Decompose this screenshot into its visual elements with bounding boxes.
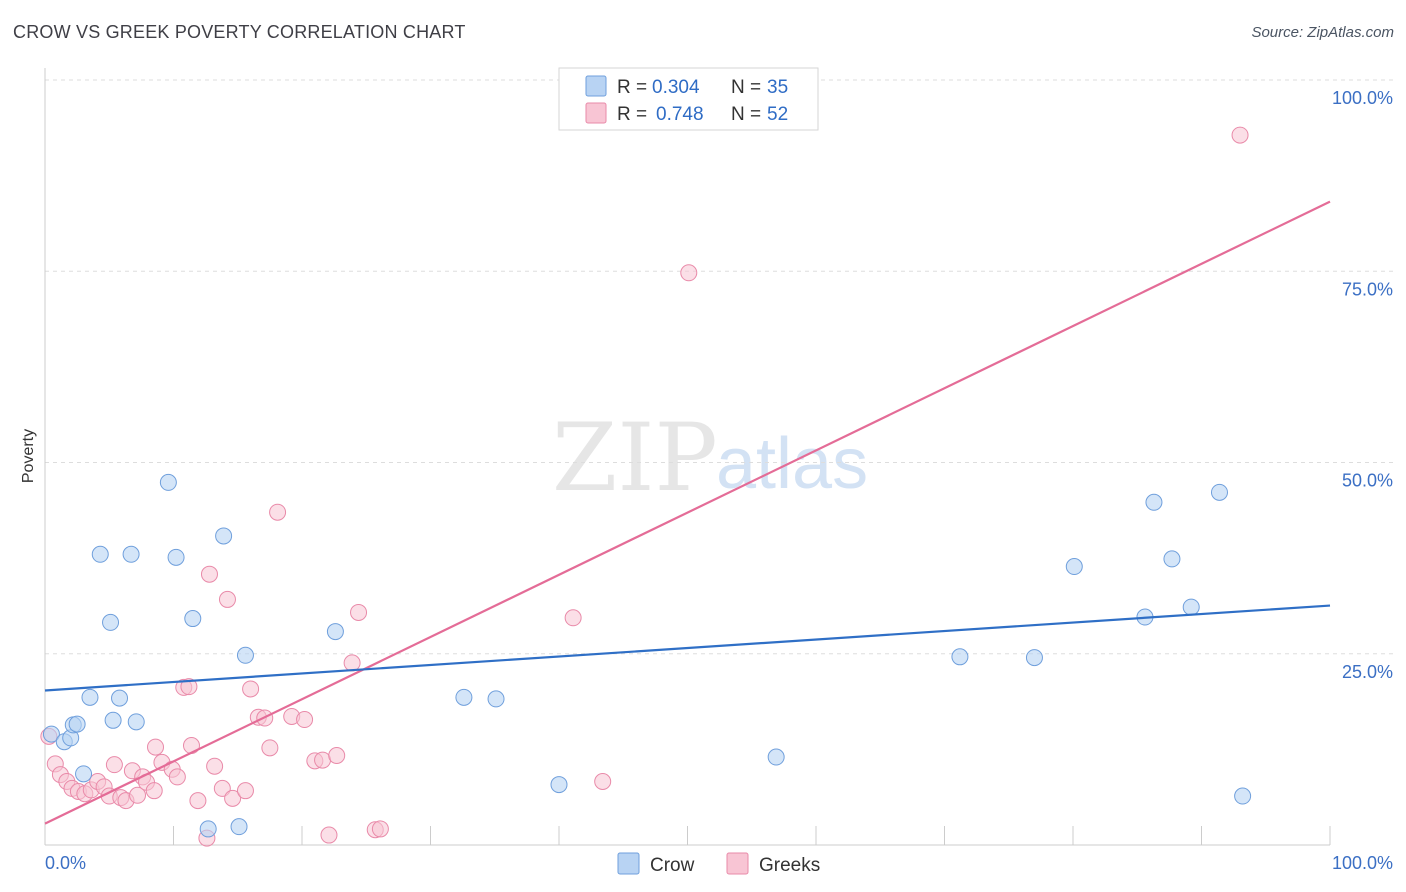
greeks-point — [296, 711, 314, 729]
greeks-point — [189, 792, 207, 810]
legend-swatch-greeks — [585, 102, 607, 124]
crow-point — [127, 713, 145, 731]
grid-lines — [45, 79, 1393, 655]
greeks-point — [564, 609, 582, 627]
x-tick-label: 0.0% — [45, 853, 86, 873]
crow-point — [215, 527, 233, 545]
legend-r-value-greeks: 0.748 — [656, 104, 704, 125]
x-tick-labels: 0.0% 100.0% — [45, 853, 1393, 873]
y-tick-label: 50.0% — [1342, 471, 1393, 491]
greeks-point — [236, 782, 254, 800]
bottom-legend-label-crow: Crow — [650, 855, 695, 876]
greeks-point — [350, 603, 368, 621]
crow-point — [767, 748, 785, 766]
crow-point — [81, 688, 99, 706]
greeks-point — [206, 757, 224, 775]
greeks-point — [200, 565, 218, 583]
crow-point — [1163, 550, 1181, 568]
crow-point — [75, 765, 93, 783]
bottom-legend-swatch-greeks — [726, 852, 749, 875]
chart-title: CROW VS GREEK POVERTY CORRELATION CHART — [13, 22, 466, 42]
crow-point — [1025, 649, 1043, 667]
crow-point — [1182, 598, 1200, 616]
greeks-point — [594, 773, 612, 791]
crow-point — [1065, 558, 1083, 576]
crow-point — [68, 715, 86, 733]
trend-lines — [44, 200, 1331, 825]
crow-point — [159, 473, 177, 491]
greeks-point — [261, 739, 279, 757]
y-tick-label: 100.0% — [1332, 88, 1393, 108]
crow-point — [550, 776, 568, 794]
greeks-point — [1231, 126, 1249, 144]
crow-point — [111, 689, 129, 707]
legend-n-label-crow: N = — [731, 77, 761, 98]
greeks-trend-line — [44, 200, 1331, 825]
greeks-point — [343, 654, 361, 672]
series-legend: Crow Greeks — [617, 852, 820, 876]
y-tick-label: 25.0% — [1342, 662, 1393, 682]
legend-r-value-crow: 0.304 — [652, 77, 700, 98]
correlation-legend: R = 0.304 N = 35 R = 0.748 N = 52 — [558, 67, 819, 131]
legend-r-label-crow: R = — [617, 77, 647, 98]
crow-point — [184, 610, 202, 628]
axes — [44, 68, 1331, 846]
bottom-legend-label-greeks: Greeks — [759, 855, 820, 876]
bottom-legend-swatch-crow — [617, 852, 640, 875]
greeks-point — [168, 768, 186, 786]
crow-point — [236, 646, 254, 664]
watermark-zip: ZIP — [552, 404, 718, 513]
source-credit: Source: ZipAtlas.com — [1251, 24, 1394, 41]
y-tick-label: 75.0% — [1342, 279, 1393, 299]
greeks-point — [680, 264, 698, 282]
x-tick-label: 100.0% — [1332, 853, 1393, 873]
crow-points — [42, 473, 1252, 838]
legend-n-value-greeks: 52 — [767, 104, 788, 125]
crow-point — [1210, 483, 1228, 501]
greeks-point — [269, 503, 287, 521]
crow-point — [91, 545, 109, 563]
legend-n-label-greeks: N = — [731, 104, 761, 125]
greeks-point — [129, 786, 147, 804]
legend-n-value-crow: 35 — [767, 77, 788, 98]
crow-point — [167, 548, 185, 566]
y-tick-labels: 25.0% 50.0% 75.0% 100.0% — [1332, 88, 1393, 682]
crow-point — [326, 623, 344, 641]
greeks-point — [213, 779, 231, 797]
greeks-point — [180, 678, 198, 696]
greeks-point — [371, 820, 389, 838]
greeks-point — [320, 826, 338, 844]
crow-point — [1145, 493, 1163, 511]
crow-point — [122, 545, 140, 563]
greeks-point — [105, 756, 123, 774]
greeks-point — [328, 746, 346, 764]
crow-trend-line — [44, 604, 1331, 692]
greeks-point — [147, 738, 165, 756]
crow-point — [1234, 787, 1252, 805]
y-axis-label: Poverty — [20, 429, 37, 483]
crow-point — [42, 725, 60, 743]
greeks-point — [224, 789, 242, 807]
greeks-point — [218, 590, 236, 608]
crow-point — [102, 613, 120, 631]
legend-swatch-crow — [585, 75, 607, 97]
crow-point — [487, 690, 505, 708]
greeks-point — [314, 751, 332, 769]
greeks-point — [242, 680, 260, 698]
crow-point — [455, 688, 473, 706]
crow-point — [199, 820, 217, 838]
greeks-points — [40, 126, 1249, 847]
legend-r-label-greeks: R = — [617, 104, 647, 125]
greeks-point — [145, 782, 163, 800]
crow-point — [104, 711, 122, 729]
crow-point — [230, 818, 248, 836]
crow-point — [951, 648, 969, 666]
